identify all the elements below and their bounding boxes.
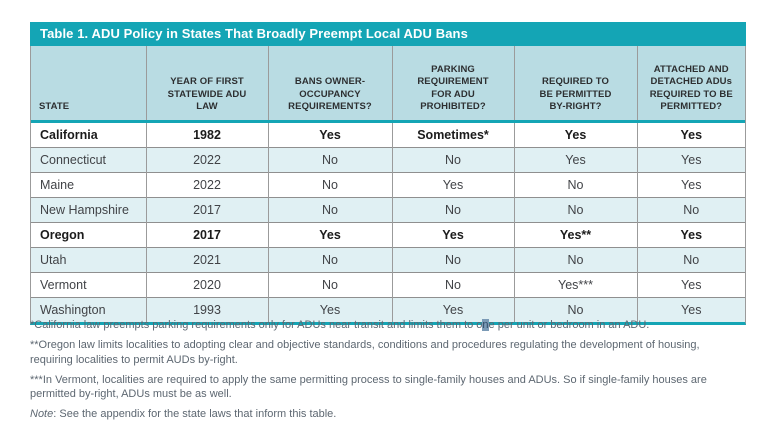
parking-cell: Yes (391, 222, 514, 248)
header-row: STATE YEAR OF FIRST STATEWIDE ADU LAW BA… (31, 46, 745, 123)
year-cell: 1982 (145, 121, 268, 148)
parking-cell: Yes (391, 297, 514, 322)
footnote-note: Note: See the appendix for the state law… (30, 407, 744, 421)
column-header-parking: PARKING REQUIREMENT FOR ADU PROHIBITED? (391, 46, 514, 123)
parking-cell: Yes (391, 172, 514, 198)
by-right-cell: Yes (513, 147, 637, 173)
year-cell: 2020 (145, 272, 268, 298)
column-header-year: YEAR OF FIRST STATEWIDE ADU LAW (145, 46, 268, 123)
owner-occupancy-cell: Yes (267, 121, 392, 148)
column-header-attached-detached: ATTACHED AND DETACHED ADUs REQUIRED TO B… (636, 46, 745, 123)
attached-detached-cell: Yes (636, 121, 745, 148)
footnote-vermont: ***In Vermont, localities are required t… (30, 373, 707, 401)
column-header-by-right: REQUIRED TO BE PERMITTED BY-RIGHT? (513, 46, 637, 123)
attached-detached-cell: Yes (636, 172, 745, 198)
year-cell: 2017 (145, 197, 268, 223)
state-cell: Maine (31, 172, 146, 198)
table-row-utah: Utah 2021 No No No No (31, 247, 745, 273)
attached-detached-cell: No (636, 247, 745, 273)
year-cell: 2021 (145, 247, 268, 273)
by-right-cell: Yes*** (513, 272, 637, 298)
owner-occupancy-cell: No (267, 247, 392, 273)
column-header-state: STATE (31, 46, 146, 123)
attached-detached-cell: Yes (636, 222, 745, 248)
state-cell: California (40, 128, 98, 142)
by-right-cell: Yes** (513, 222, 637, 248)
owner-occupancy-cell: No (267, 272, 392, 298)
by-right-cell: No (513, 247, 637, 273)
footnotes: *California law preempts parking require… (30, 318, 744, 422)
by-right-cell: No (513, 172, 637, 198)
year-cell: 2022 (145, 147, 268, 173)
footnote-california-pre: *California law preempts parking require… (30, 319, 483, 331)
year-cell: 2022 (145, 172, 268, 198)
table-grid: STATE YEAR OF FIRST STATEWIDE ADU LAW BA… (30, 46, 746, 325)
attached-detached-cell: Yes (636, 297, 745, 322)
attached-detached-cell: Yes (636, 147, 745, 173)
attached-detached-cell: No (636, 197, 745, 223)
owner-occupancy-cell: No (267, 172, 392, 198)
table-row-connecticut: Connecticut 2022 No No Yes Yes (31, 147, 745, 173)
parking-cell: No (391, 147, 514, 173)
parking-cell: Sometimes* (391, 121, 514, 148)
adu-policy-table: Table 1. ADU Policy in States That Broad… (30, 22, 746, 325)
owner-occupancy-cell: No (267, 197, 392, 223)
state-cell: Vermont (31, 272, 146, 298)
year-cell: 2017 (145, 222, 268, 248)
footnote-oregon: **Oregon law limits localities to adopti… (30, 339, 700, 366)
owner-occupancy-cell: Yes (267, 297, 392, 322)
table-row-vermont: Vermont 2020 No No Yes*** Yes (31, 272, 745, 298)
table-row-california: California 1982 Yes Sometimes* Yes Yes (31, 121, 745, 148)
column-header-owner-occupancy: BANS OWNER- OCCUPANCY REQUIREMENTS? (267, 46, 392, 123)
footnote-california-post: e per unit or bedroom in an ADU. (488, 319, 650, 331)
owner-occupancy-cell: Yes (267, 222, 392, 248)
attached-detached-cell: Yes (636, 272, 745, 298)
by-right-cell: No (513, 197, 637, 223)
table-row-maine: Maine 2022 No Yes No Yes (31, 172, 745, 198)
state-cell: Washington (31, 297, 146, 322)
note-text: : See the appendix for the state laws th… (53, 408, 337, 421)
parking-cell: No (391, 247, 514, 273)
text-cursor-highlight: n (482, 319, 489, 331)
by-right-cell: No (513, 297, 637, 322)
note-label: Note (30, 408, 54, 421)
table-row-oregon: Oregon 2017 Yes Yes Yes** Yes (31, 222, 745, 248)
footnote-california: *California law preempts parking require… (30, 318, 744, 332)
parking-cell: No (391, 272, 514, 298)
table-row-new-hampshire: New Hampshire 2017 No No No No (31, 197, 745, 223)
state-cell: Oregon (31, 222, 146, 248)
parking-cell: No (391, 197, 514, 223)
owner-occupancy-cell: No (267, 147, 392, 173)
state-cell: Utah (31, 247, 146, 273)
state-cell: New Hampshire (31, 197, 146, 223)
by-right-cell: Yes (513, 121, 637, 148)
table-row-washington: Washington 1993 Yes Yes No Yes (31, 297, 745, 322)
year-cell: 1993 (145, 297, 268, 322)
table-title-bar: Table 1. ADU Policy in States That Broad… (30, 22, 746, 46)
state-cell: Connecticut (31, 147, 146, 173)
